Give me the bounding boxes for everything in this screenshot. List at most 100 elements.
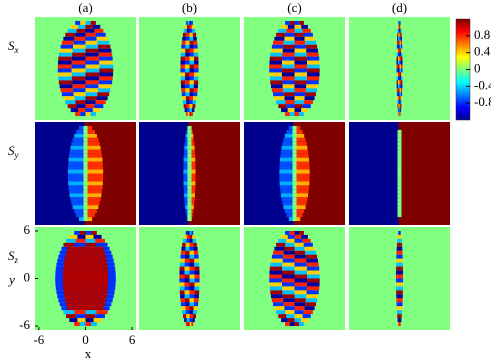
heatmap-region xyxy=(287,24,295,29)
heatmap-region xyxy=(399,242,401,247)
heatmap-region xyxy=(83,169,88,174)
heatmap-region xyxy=(182,100,187,105)
heatmap-region xyxy=(294,129,303,134)
heatmap-region xyxy=(399,36,401,41)
heatmap-region xyxy=(399,108,401,113)
heatmap-region xyxy=(282,76,295,81)
heatmap-region xyxy=(307,278,320,283)
heatmap-region xyxy=(271,88,284,93)
heatmap-region xyxy=(306,76,320,81)
heatmap-region xyxy=(180,250,186,255)
heatmap-region xyxy=(185,246,190,251)
heatmap-region xyxy=(95,238,105,243)
heatmap-region xyxy=(99,76,113,81)
heatmap-region xyxy=(399,246,401,251)
heatmap-region xyxy=(294,314,303,319)
heatmap-region xyxy=(180,302,186,307)
heatmap-region xyxy=(294,278,308,283)
heatmap-region xyxy=(399,254,402,259)
heatmap-region xyxy=(83,197,88,202)
heatmap-region xyxy=(189,201,195,206)
heatmap-region xyxy=(294,173,310,178)
heatmap-region xyxy=(67,246,104,251)
heatmap-region xyxy=(292,173,297,178)
heatmap-region xyxy=(85,108,93,113)
heatmap-region xyxy=(189,80,194,85)
heatmap-region xyxy=(75,314,86,319)
heatmap-region xyxy=(306,56,320,61)
heatmap-region xyxy=(397,189,402,194)
heatmap-region xyxy=(85,318,94,323)
heatmap-region xyxy=(85,80,99,85)
heatmap-region xyxy=(180,258,185,263)
heatmap-region xyxy=(184,149,190,154)
heatmap-region xyxy=(85,185,103,190)
heatmap-region xyxy=(397,100,399,105)
heatmap-region xyxy=(68,157,86,162)
heatmap-region xyxy=(85,64,100,69)
heatmap-region xyxy=(269,64,282,69)
heatmap-region xyxy=(183,165,190,170)
heatmap-region xyxy=(91,230,97,235)
heatmap-region xyxy=(398,48,400,53)
heatmap-region xyxy=(189,294,195,299)
heatmap-region xyxy=(187,205,192,210)
heatmap-region xyxy=(192,234,195,239)
heatmap-region xyxy=(397,209,402,214)
heatmap-region xyxy=(270,262,283,267)
heatmap-region xyxy=(97,88,111,93)
heatmap-region xyxy=(187,145,192,150)
heatmap-region xyxy=(294,153,309,158)
heatmap-region xyxy=(183,173,190,178)
heatmap-region xyxy=(97,44,111,49)
heatmap-region xyxy=(74,133,86,138)
heatmap-region xyxy=(399,258,402,263)
heatmap-region xyxy=(194,64,199,69)
heatmap-region xyxy=(294,60,308,65)
heatmap-region xyxy=(396,60,398,65)
heatmap-region xyxy=(294,68,308,73)
heatmap-region xyxy=(187,201,192,206)
heatmap-region xyxy=(299,20,304,25)
heatmap-region xyxy=(184,290,190,295)
heatmap-region xyxy=(58,76,72,81)
heatmap-region xyxy=(285,100,295,105)
heatmap-region xyxy=(62,278,109,283)
y-tick-label: 6 xyxy=(24,222,31,237)
heatmap-region xyxy=(63,310,75,315)
heatmap-region xyxy=(278,314,287,319)
heatmap-region xyxy=(181,88,186,93)
heatmap-region xyxy=(281,278,295,283)
heatmap-region xyxy=(189,112,192,117)
heatmap-region xyxy=(83,193,88,198)
heatmap-region xyxy=(67,173,86,178)
heatmap-region xyxy=(274,36,285,41)
heatmap-region xyxy=(85,56,100,61)
heatmap-region xyxy=(193,40,198,45)
heatmap-region xyxy=(294,298,306,303)
heatmap-region xyxy=(72,205,86,210)
heatmap-region xyxy=(401,72,403,77)
heatmap-region xyxy=(194,294,199,299)
heatmap-region xyxy=(186,234,190,239)
heatmap-region xyxy=(193,76,199,81)
heatmap-region xyxy=(189,314,193,319)
heatmap-region xyxy=(99,56,113,61)
heatmap-region xyxy=(397,314,399,319)
heatmap-region xyxy=(183,104,187,109)
row-label: Sz xyxy=(8,248,19,265)
heatmap-region xyxy=(192,32,197,37)
heatmap-region xyxy=(184,294,190,299)
heatmap-region xyxy=(397,213,402,218)
heatmap-region xyxy=(397,298,400,303)
heatmap-region xyxy=(69,234,78,239)
heatmap-region xyxy=(294,213,303,218)
y-tick-label: -6 xyxy=(19,317,30,332)
panel-label: (d) xyxy=(392,0,407,15)
heatmap-region xyxy=(399,88,401,93)
heatmap-region xyxy=(285,32,295,37)
heatmap-region xyxy=(292,197,297,202)
heatmap-region xyxy=(397,278,400,283)
heatmap-region xyxy=(185,250,190,255)
panel xyxy=(35,122,136,225)
